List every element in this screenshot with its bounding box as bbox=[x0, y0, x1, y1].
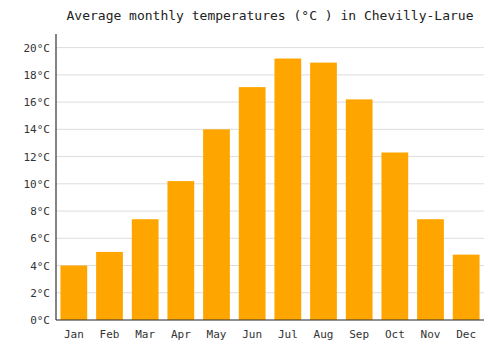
x-tick-label: Jun bbox=[242, 328, 262, 341]
x-tick-label: Sep bbox=[349, 328, 369, 341]
x-tick-label: Aug bbox=[314, 328, 334, 341]
grid-line bbox=[56, 47, 484, 48]
y-tick-label: 18°C bbox=[24, 69, 51, 82]
x-axis bbox=[56, 319, 484, 320]
y-tick-label: 16°C bbox=[24, 96, 51, 109]
grid-line bbox=[56, 129, 484, 130]
y-axis bbox=[55, 34, 56, 320]
bar bbox=[381, 152, 408, 320]
x-tick-label: Oct bbox=[385, 328, 405, 341]
grid bbox=[56, 48, 484, 320]
x-tick-label: Feb bbox=[100, 328, 120, 341]
bar bbox=[274, 59, 301, 320]
bars bbox=[60, 59, 479, 320]
x-tick-label: Apr bbox=[171, 328, 191, 341]
y-tick-label: 8°C bbox=[30, 205, 50, 218]
x-tick-label: Jan bbox=[64, 328, 84, 341]
x-tick-label: Mar bbox=[135, 328, 155, 341]
chart-container: Average monthly temperatures (°C ) in Ch… bbox=[0, 0, 500, 350]
y-tick-label: 2°C bbox=[30, 287, 50, 300]
bar bbox=[60, 266, 87, 320]
title: Average monthly temperatures (°C ) in Ch… bbox=[67, 8, 474, 23]
y-tick-label: 4°C bbox=[30, 260, 50, 273]
bar bbox=[132, 219, 159, 320]
y-tick-label: 0°C bbox=[30, 314, 50, 327]
grid-line bbox=[56, 211, 484, 212]
y-tick-label: 12°C bbox=[24, 151, 51, 164]
bar bbox=[239, 87, 266, 320]
bar bbox=[346, 99, 373, 320]
bar bbox=[453, 255, 480, 320]
grid-line bbox=[56, 102, 484, 103]
y-tick-label: 14°C bbox=[24, 123, 51, 136]
x-tick-label: Dec bbox=[456, 328, 476, 341]
x-tick-label: Nov bbox=[421, 328, 441, 341]
grid-line bbox=[56, 156, 484, 157]
grid-line bbox=[56, 74, 484, 75]
chart: Average monthly temperatures (°C ) in Ch… bbox=[0, 0, 500, 350]
bar bbox=[310, 63, 337, 320]
bar bbox=[96, 252, 123, 320]
x-tick-label: Jul bbox=[278, 328, 298, 341]
grid-line bbox=[56, 183, 484, 184]
x-tick-label: May bbox=[207, 328, 227, 341]
y-tick-label: 6°C bbox=[30, 232, 50, 245]
bar bbox=[417, 219, 444, 320]
bar bbox=[167, 181, 194, 320]
bar bbox=[203, 129, 230, 320]
y-tick-label: 10°C bbox=[24, 178, 51, 191]
y-tick-label: 20°C bbox=[24, 42, 51, 55]
grid-line bbox=[56, 320, 484, 321]
